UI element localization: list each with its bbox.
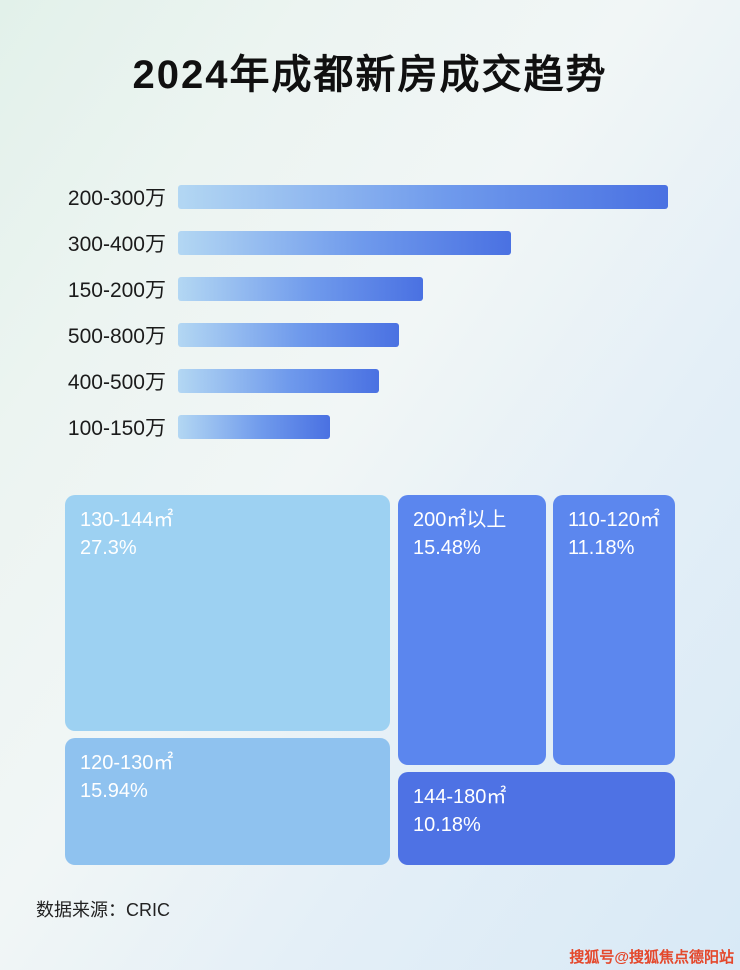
- bar-category-label: 100-150万: [67, 417, 166, 440]
- bar: [178, 185, 668, 209]
- treemap-box-110-120: 110-120㎡ 11.18%: [553, 495, 675, 765]
- treemap-box-label: 144-180㎡: [413, 786, 507, 808]
- treemap-box-label: 120-130㎡: [80, 752, 174, 774]
- treemap-box-label: 110-120㎡: [568, 509, 660, 531]
- bar: [178, 277, 423, 301]
- bar-category-label: 300-400万: [67, 233, 166, 256]
- bar-row: 200-300万: [38, 185, 702, 210]
- bar-category-label: 500-800万: [67, 325, 166, 348]
- bar: [178, 415, 330, 439]
- treemap-box-percent: 27.3%: [80, 537, 137, 559]
- watermark: 搜狐号@搜狐焦点德阳站: [569, 949, 734, 966]
- bar-row: 500-800万: [38, 323, 702, 348]
- bar-category-label: 150-200万: [67, 279, 166, 302]
- bar-track: [178, 415, 668, 439]
- treemap-box-200-plus: 200㎡以上 15.48%: [398, 495, 546, 765]
- bar: [178, 369, 379, 393]
- bar-track: [178, 277, 668, 301]
- treemap-box-percent: 10.18%: [413, 814, 481, 836]
- bar-track: [178, 185, 668, 209]
- data-source-label: 数据来源：CRIC: [36, 900, 170, 920]
- treemap-box-144-180: 144-180㎡ 10.18%: [398, 772, 675, 865]
- treemap-box-percent: 11.18%: [568, 537, 635, 559]
- price-bar-chart: 200-300万 300-400万 150-200万 500-800万 400-…: [38, 185, 702, 461]
- bar: [178, 231, 512, 255]
- bar: [178, 323, 399, 347]
- bar-row: 100-150万: [38, 415, 702, 440]
- bar-category-label: 400-500万: [67, 371, 166, 394]
- bar-row: 300-400万: [38, 231, 702, 256]
- bar-track: [178, 323, 668, 347]
- bar-track: [178, 231, 668, 255]
- treemap-box-percent: 15.94%: [80, 780, 148, 802]
- treemap-box-percent: 15.48%: [413, 537, 481, 559]
- bar-track: [178, 369, 668, 393]
- bar-row: 400-500万: [38, 369, 702, 394]
- bar-row: 150-200万: [38, 277, 702, 302]
- page-title: 2024年成都新房成交趋势: [132, 53, 608, 97]
- treemap-box-label: 200㎡以上: [413, 509, 507, 531]
- bar-category-label: 200-300万: [67, 187, 166, 210]
- area-treemap-chart: 130-144㎡ 27.3% 200㎡以上 15.48% 110-120㎡ 11…: [65, 495, 675, 865]
- treemap-box-label: 130-144㎡: [80, 509, 174, 531]
- treemap-box-130-144: 130-144㎡ 27.3%: [65, 495, 390, 731]
- treemap-box-120-130: 120-130㎡ 15.94%: [65, 738, 390, 865]
